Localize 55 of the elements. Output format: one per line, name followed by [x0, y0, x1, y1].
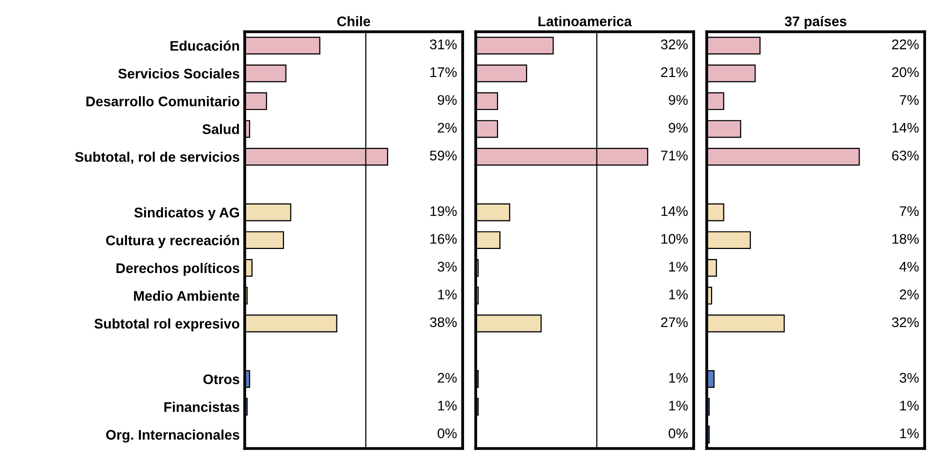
data-label: 7%	[900, 206, 919, 216]
data-label: 1%	[900, 428, 919, 438]
data-label: 1%	[669, 372, 688, 383]
data-label: 2%	[900, 290, 919, 300]
data-label: 38%	[430, 317, 457, 328]
chart-title: Latinoamerica	[538, 16, 632, 26]
y-tick-label: Cultura y recreación	[106, 234, 239, 248]
data-label: 31%	[430, 39, 457, 50]
y-tick-label: Salud	[202, 124, 239, 134]
chart-title: 37 países	[784, 16, 846, 30]
data-label: 22%	[892, 39, 919, 50]
data-label: 0%	[668, 428, 688, 438]
data-label: 2%	[438, 122, 457, 133]
y-tick-label: Org. Internacionales	[106, 430, 240, 443]
y-tick-label: Educación	[170, 40, 239, 51]
data-label: 18%	[892, 234, 919, 244]
y-tick-label: Derechos políticos	[116, 262, 240, 276]
data-label: 71%	[661, 150, 688, 160]
data-label: 3%	[900, 372, 919, 383]
data-label: 1%	[900, 400, 919, 410]
data-label: 32%	[660, 39, 688, 50]
data-label: 2%	[438, 372, 457, 383]
data-label: 9%	[668, 122, 688, 133]
data-label: 1%	[669, 400, 688, 410]
data-label: 59%	[430, 150, 457, 160]
data-label: 9%	[668, 95, 688, 105]
data-label: 21%	[661, 67, 688, 78]
data-label: 1%	[669, 262, 688, 272]
data-label: 7%	[900, 95, 919, 105]
y-tick-label: Financistas	[164, 402, 240, 412]
data-label: 14%	[892, 122, 919, 133]
chart-title: Chile	[337, 16, 370, 26]
data-label: 10%	[661, 234, 688, 244]
y-tick-label: Servicios Sociales	[118, 68, 240, 79]
data-label: 20%	[892, 67, 919, 78]
y-tick-label: Sindicatos y AG	[134, 207, 239, 220]
data-label: 19%	[430, 206, 457, 216]
data-label: 27%	[661, 317, 688, 328]
y-tick-label: Medio Ambiente	[134, 290, 240, 301]
y-tick-label: Subtotal rol expresivo	[94, 318, 240, 332]
data-label: 14%	[661, 206, 688, 216]
data-label: 9%	[438, 95, 457, 105]
data-label: 1%	[438, 400, 457, 410]
data-label: 3%	[438, 262, 457, 272]
y-tick-label: Otros	[203, 374, 240, 384]
data-label: 1%	[669, 290, 688, 300]
data-label: 4%	[899, 262, 919, 272]
y-tick-label: Subtotal, rol de servicios	[75, 152, 240, 164]
data-label: 17%	[430, 67, 457, 78]
data-label: 16%	[430, 234, 457, 244]
data-label: 63%	[892, 150, 919, 160]
data-label: 0%	[438, 428, 457, 438]
data-label: 1%	[438, 290, 457, 300]
y-tick-label: Desarrollo Comunitario	[86, 96, 240, 106]
data-label: 32%	[892, 317, 919, 328]
